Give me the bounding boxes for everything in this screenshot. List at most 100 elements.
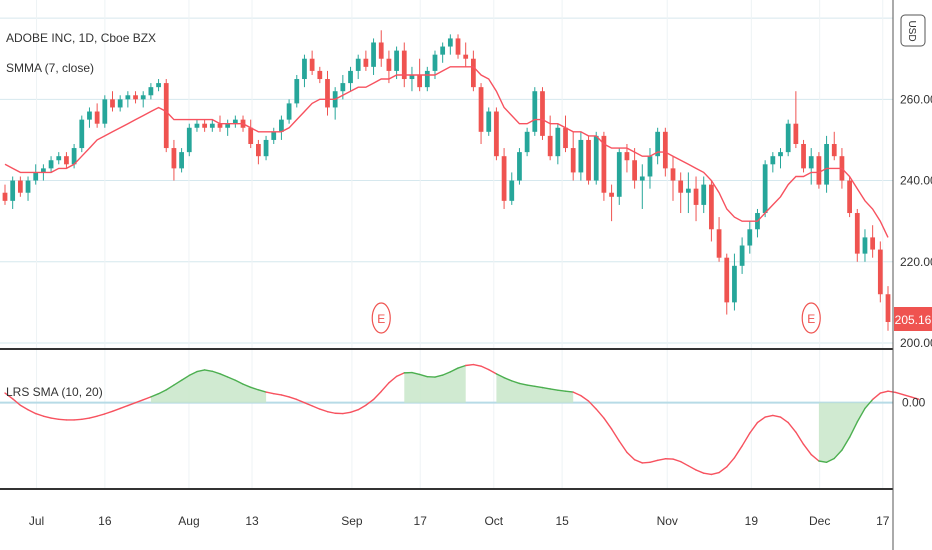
indicator-segment xyxy=(273,393,283,396)
candle-body xyxy=(202,123,208,128)
candle xyxy=(302,54,307,88)
indicator-segment xyxy=(73,418,83,421)
candle-body xyxy=(831,144,837,157)
candle-body xyxy=(547,135,553,157)
indicator-segment xyxy=(756,416,766,424)
indicator-segment xyxy=(319,408,329,413)
candle xyxy=(808,148,814,185)
indicator-segment xyxy=(541,386,551,390)
indicator-segment xyxy=(127,401,137,407)
candle xyxy=(363,50,369,71)
candle-body xyxy=(217,123,223,128)
indicator-segment xyxy=(88,415,98,419)
indicator-segment xyxy=(349,409,359,413)
indicator-segment xyxy=(641,461,651,464)
candle xyxy=(125,91,131,108)
candle-body xyxy=(179,152,184,169)
candle xyxy=(693,176,699,222)
candle-body xyxy=(56,156,62,161)
indicator-segment xyxy=(188,370,198,377)
candle-body xyxy=(325,79,330,108)
indicator-segment xyxy=(603,417,613,430)
time-axis[interactable]: Jul 16 Aug 13 Sep 17 Oct 15 Nov 19 Dec 17 xyxy=(29,514,890,528)
indicator-positive-fills xyxy=(150,365,873,463)
candle xyxy=(563,115,568,153)
indicator-segment xyxy=(288,396,298,401)
price-axis[interactable]: 260.00 240.00 220.00 200.00 xyxy=(900,92,932,350)
candle xyxy=(56,152,62,165)
smma-legend[interactable]: SMMA (7, close) xyxy=(6,61,94,75)
indicator-segment xyxy=(265,391,275,395)
candle-body xyxy=(739,245,745,266)
indicator-segment xyxy=(472,363,482,367)
candle-body xyxy=(371,42,376,67)
candle-body xyxy=(816,156,822,185)
candle-body xyxy=(440,46,446,55)
candle xyxy=(25,176,31,201)
indicator-segment xyxy=(173,379,183,386)
indicator-segment xyxy=(902,393,912,398)
indicator-segment xyxy=(380,382,390,393)
currency-label: USD xyxy=(906,20,917,41)
indicator-segment xyxy=(764,414,774,418)
candle xyxy=(325,70,330,116)
candle xyxy=(801,139,806,173)
indicator-segment xyxy=(818,460,828,463)
indicator-segment xyxy=(810,453,820,462)
candle-body xyxy=(494,111,499,157)
indicator-segment xyxy=(595,408,605,419)
candle-body xyxy=(110,99,115,108)
candle xyxy=(355,54,361,80)
candle xyxy=(401,42,407,88)
candle xyxy=(248,119,254,149)
candle-body xyxy=(670,168,676,181)
indicator-segment xyxy=(464,363,475,367)
candle-body xyxy=(186,127,192,153)
candle-body xyxy=(148,87,154,96)
indicator-segment xyxy=(480,365,490,371)
lrs-legend[interactable]: LRS SMA (10, 20) xyxy=(6,385,103,399)
candle-body xyxy=(64,156,69,165)
indicator-segment xyxy=(226,376,237,381)
candle-body xyxy=(102,99,108,124)
candle-body xyxy=(94,111,100,124)
indicator-segment xyxy=(81,417,91,421)
indicator-axis[interactable]: 0.00 xyxy=(902,396,926,410)
candle-body xyxy=(655,131,661,157)
indicator-segment xyxy=(180,374,190,381)
price-tick-label: 220.00 xyxy=(900,255,932,269)
candle-body xyxy=(248,127,254,144)
indicator-segment xyxy=(787,421,797,433)
time-tick-label: 19 xyxy=(745,514,759,528)
indicator-segment xyxy=(150,393,160,398)
earnings-marker[interactable]: E xyxy=(801,302,821,334)
indicator-segment xyxy=(296,398,306,404)
candle-body xyxy=(647,156,653,177)
indicator-segment xyxy=(802,443,812,456)
price-grid xyxy=(0,0,893,489)
indicator-segment xyxy=(572,391,582,397)
candle xyxy=(670,156,676,201)
candle-body xyxy=(286,103,292,120)
indicator-segment xyxy=(27,409,37,415)
candle xyxy=(716,217,722,262)
indicator-segment xyxy=(58,418,68,421)
time-tick-label: Dec xyxy=(809,514,830,528)
indicator-segment xyxy=(372,390,382,401)
indicator-segment xyxy=(326,410,336,414)
time-tick-label: 15 xyxy=(555,514,569,528)
candle-body xyxy=(355,58,361,71)
earnings-marker[interactable]: E xyxy=(371,302,391,334)
time-tick-label: 13 xyxy=(245,514,259,528)
candle-body xyxy=(302,58,307,80)
symbol-title[interactable]: ADOBE INC, 1D, Cboe BZX xyxy=(6,31,156,45)
time-tick-label: Jul xyxy=(29,514,44,528)
currency-button[interactable]: USD xyxy=(900,14,926,47)
candle xyxy=(555,123,561,165)
indicator-segment xyxy=(564,390,574,393)
last-price-tag: 205.16 xyxy=(894,307,932,331)
candle-body xyxy=(563,127,568,149)
candle xyxy=(486,107,492,136)
